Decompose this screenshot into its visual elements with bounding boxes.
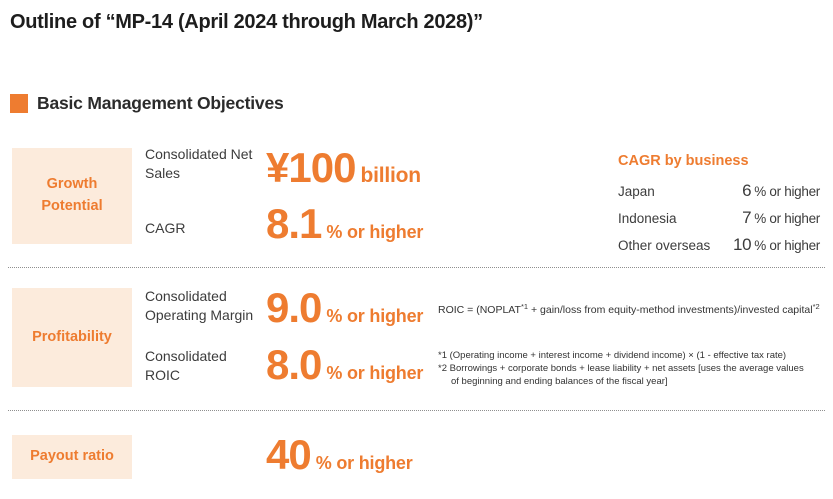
roic-formula-text: + gain/loss from equity-method investmen… [528,304,813,316]
operating-margin-number: 9.0 [266,284,322,331]
cagr-row-japan: Japan 6% or higher [618,182,820,199]
cagr-number: 8.1 [266,200,322,247]
cagr-row-number: 7 [742,207,752,227]
cagr-row-label: Other overseas [618,237,711,253]
cagr-row-number: 10 [732,234,752,254]
operating-margin-value: 9.0 % or higher [266,287,423,329]
footnote-2-line-2: of beginning and ending balances of the … [451,375,668,387]
cagr-label: CAGR [145,220,186,236]
category-label-profitability: Profitability [32,328,112,345]
cagr-row-label: Indonesia [618,210,677,226]
category-label-payout-ratio: Payout ratio [30,448,114,465]
footnotes: *1 (Operating income + interest income +… [438,350,804,388]
footnote-2-line-1: *2 Borrowings + corporate bonds + lease … [438,362,804,374]
dotted-divider [8,410,825,411]
roic-formula: ROIC = (NOPLAT*1 + gain/loss from equity… [438,302,820,316]
payout-ratio-number: 40 [266,431,312,478]
roic-label: Consolidated ROIC [145,348,227,384]
cagr-row-value: 6% or higher [742,182,820,199]
cagr-row-other-overseas: Other overseas 10% or higher [618,236,820,253]
cagr-row-number: 6 [742,180,752,200]
cagr-row-suffix: % or higher [754,237,820,253]
cagr-row-value: 7% or higher [742,209,820,226]
roic-number: 8.0 [266,341,322,388]
cagr-row-value: 10% or higher [733,236,820,253]
roic-value: 8.0 % or higher [266,344,423,386]
footnote-1: *1 (Operating income + interest income +… [438,350,787,361]
roic-formula-superscript-1: *1 [520,302,529,311]
category-box-profitability: Profitability [12,288,132,387]
orange-square-bullet-icon [10,94,28,113]
dotted-divider [8,267,825,268]
cagr-unit: % or higher [326,222,424,242]
cagr-row-suffix: % or higher [754,210,820,226]
roic-unit: % or higher [326,363,424,383]
section-header-label: Basic Management Objectives [37,93,284,113]
roic-formula-text: ROIC = (NOPLAT [438,304,521,316]
page-title: Outline of “MP-14 (April 2024 through Ma… [10,11,483,33]
cagr-by-business-title: CAGR by business [618,153,749,169]
cagr-by-business-panel: CAGR by business Japan 6% or higher Indo… [618,154,820,263]
payout-ratio-unit: % or higher [315,453,413,473]
category-box-payout-ratio: Payout ratio [12,435,132,479]
cagr-row-indonesia: Indonesia 7% or higher [618,209,820,226]
payout-ratio-value: 40 % or higher [266,434,413,476]
section-header: Basic Management Objectives [10,93,284,114]
net-sales-label: Consolidated Net Sales [145,146,253,182]
category-box-growth-potential: Growth Potential [12,148,132,244]
cagr-row-label: Japan [618,183,655,199]
net-sales-value: ¥100 billion [266,147,421,189]
cagr-row-suffix: % or higher [754,183,820,199]
operating-margin-label: Consolidated Operating Margin [145,288,254,324]
category-label-growth-potential: Growth Potential [41,176,103,214]
net-sales-unit: billion [360,164,421,187]
operating-margin-unit: % or higher [326,306,424,326]
roic-formula-superscript-2: *2 [812,302,820,311]
net-sales-number: ¥100 [266,144,356,191]
cagr-value: 8.1 % or higher [266,203,423,245]
